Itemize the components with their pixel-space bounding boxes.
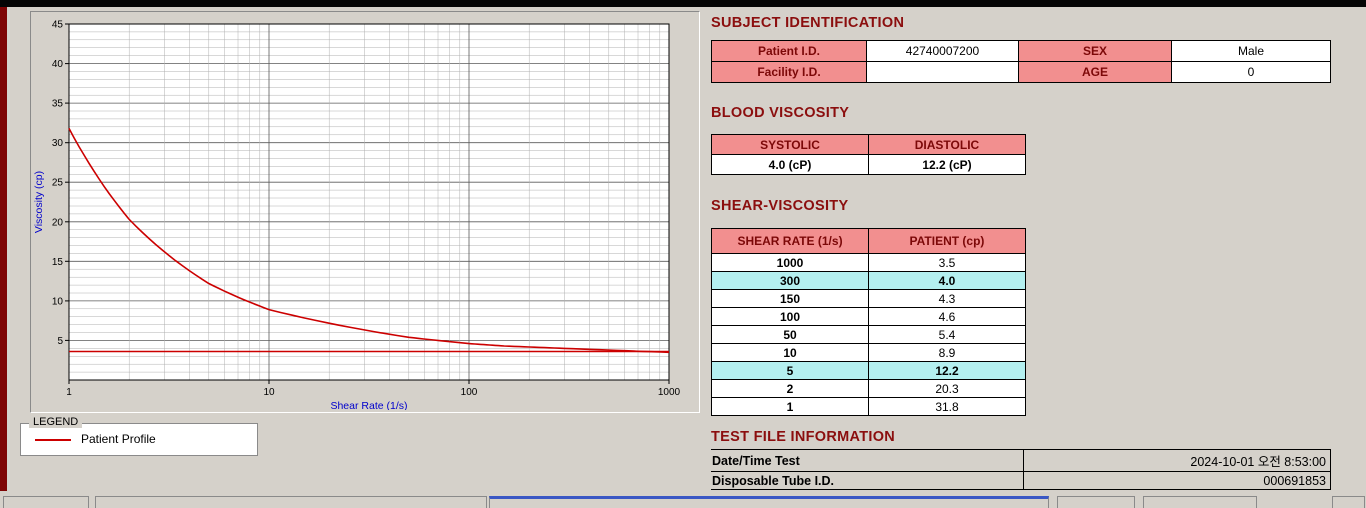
table-row: 4.0 (cP) 12.2 (cP) xyxy=(711,154,1026,175)
shear-rate-cell: 300 xyxy=(711,271,869,290)
systolic-header: SYSTOLIC xyxy=(711,134,869,155)
shear-row: 1000 3.5 xyxy=(711,253,1026,272)
bottom-cropped-widget-2[interactable] xyxy=(95,496,487,508)
viscosity-chart-panel: 5 10 15 20 25 30 35 40 45 1 10 100 1000 Shear Rate (1… xyxy=(30,11,700,413)
facility-id-label: Facility I.D. xyxy=(711,61,867,83)
svg-text:35: 35 xyxy=(52,99,64,110)
shear-rate-cell: 2 xyxy=(711,379,869,398)
shear-row: 50 5.4 xyxy=(711,325,1026,344)
patient-cp-cell: 3.5 xyxy=(868,253,1026,272)
patient-cp-cell: 12.2 xyxy=(868,361,1026,380)
patient-cp-cell: 4.0 xyxy=(868,271,1026,290)
facility-id-value xyxy=(866,61,1019,83)
legend-box: LEGEND Patient Profile xyxy=(20,416,258,456)
shear-row: 100 4.6 xyxy=(711,307,1026,326)
shear-rate-cell: 100 xyxy=(711,307,869,326)
legend-caption: LEGEND xyxy=(29,416,83,428)
systolic-value: 4.0 (cP) xyxy=(711,154,869,175)
shear-table-body: 1000 3.5 300 4.0 150 4.3 100 4.6 50 5.4 10 8.9 5 12.2… xyxy=(711,253,1026,416)
svg-text:1000: 1000 xyxy=(658,387,681,398)
blood-viscosity-heading: BLOOD VISCOSITY xyxy=(711,105,850,121)
patient-cp-cell: 5.4 xyxy=(868,325,1026,344)
svg-text:5: 5 xyxy=(57,336,63,347)
shear-rate-cell: 1 xyxy=(711,397,869,416)
patient-id-label: Patient I.D. xyxy=(711,40,867,62)
patient-profile-line-sample xyxy=(35,439,71,441)
viscosity-chart-svg: 5 10 15 20 25 30 35 40 45 1 10 100 1000 Shear Rate (1… xyxy=(33,20,681,413)
shear-viscosity-heading: SHEAR-VISCOSITY xyxy=(711,198,849,214)
shear-row: 300 4.0 xyxy=(711,271,1026,290)
shear-rate-cell: 5 xyxy=(711,361,869,380)
svg-text:20: 20 xyxy=(52,217,64,228)
subject-identification-table: Patient I.D. 42740007200 SEX Male Facili… xyxy=(711,40,1331,83)
sex-label: SEX xyxy=(1018,40,1172,62)
svg-text:25: 25 xyxy=(52,178,64,189)
sex-value: Male xyxy=(1171,40,1331,62)
shear-rate-cell: 10 xyxy=(711,343,869,362)
shear-viscosity-table: SHEAR RATE (1/s) PATIENT (cp) 1000 3.5 300… xyxy=(711,228,1026,416)
date-time-test-value: 2024-10-01 오전 8:53:00 xyxy=(1023,449,1331,472)
viscosity-chart: 5 10 15 20 25 30 35 40 45 1 10 100 1000 Shear Rate (1… xyxy=(31,12,699,415)
svg-text:40: 40 xyxy=(52,59,64,70)
left-accent-strip xyxy=(0,7,7,491)
patient-cp-header: PATIENT (cp) xyxy=(868,228,1026,254)
bottom-cropped-widget-3[interactable] xyxy=(489,496,1049,508)
patient-cp-cell: 20.3 xyxy=(868,379,1026,398)
disposable-tube-id-value: 000691853 xyxy=(1023,471,1331,490)
svg-text:15: 15 xyxy=(52,257,64,268)
diastolic-value: 12.2 (cP) xyxy=(868,154,1026,175)
blood-viscosity-table: SYSTOLIC DIASTOLIC 4.0 (cP) 12.2 (cP) xyxy=(711,134,1026,175)
table-row: Facility I.D. AGE 0 xyxy=(711,61,1331,83)
table-row: Patient I.D. 42740007200 SEX Male xyxy=(711,40,1331,62)
svg-text:Viscosity (cp): Viscosity (cp) xyxy=(33,171,45,233)
age-label: AGE xyxy=(1018,61,1172,83)
shear-rate-cell: 50 xyxy=(711,325,869,344)
test-file-information-table: Date/Time Test 2024-10-01 오전 8:53:00 Dis… xyxy=(711,449,1331,490)
diastolic-header: DIASTOLIC xyxy=(868,134,1026,155)
svg-text:30: 30 xyxy=(52,138,64,149)
svg-text:100: 100 xyxy=(461,387,478,398)
bottom-cropped-widget-5[interactable] xyxy=(1143,496,1257,508)
patient-cp-cell: 4.3 xyxy=(868,289,1026,308)
bottom-cropped-widget-1[interactable] xyxy=(3,496,89,508)
svg-text:10: 10 xyxy=(263,387,275,398)
shear-row: 2 20.3 xyxy=(711,379,1026,398)
bottom-cropped-widget-6[interactable] xyxy=(1332,496,1365,508)
shear-row: 150 4.3 xyxy=(711,289,1026,308)
shear-row: 1 31.8 xyxy=(711,397,1026,416)
table-row: Date/Time Test 2024-10-01 오전 8:53:00 xyxy=(711,449,1331,472)
table-row: SHEAR RATE (1/s) PATIENT (cp) xyxy=(711,228,1026,254)
svg-text:10: 10 xyxy=(52,296,64,307)
bottom-cropped-widget-4[interactable] xyxy=(1057,496,1135,508)
top-border-strip xyxy=(0,0,1366,7)
patient-cp-cell: 4.6 xyxy=(868,307,1026,326)
shear-rate-header: SHEAR RATE (1/s) xyxy=(711,228,869,254)
disposable-tube-id-label: Disposable Tube I.D. xyxy=(711,471,1024,490)
svg-text:Shear Rate (1/s): Shear Rate (1/s) xyxy=(330,400,407,410)
legend-series-label: Patient Profile xyxy=(81,432,156,446)
table-row: SYSTOLIC DIASTOLIC xyxy=(711,134,1026,155)
test-file-information-heading: TEST FILE INFORMATION xyxy=(711,429,896,445)
age-value: 0 xyxy=(1171,61,1331,83)
shear-row: 10 8.9 xyxy=(711,343,1026,362)
shear-rate-cell: 1000 xyxy=(711,253,869,272)
patient-id-value: 42740007200 xyxy=(866,40,1019,62)
date-time-test-label: Date/Time Test xyxy=(711,449,1024,472)
patient-cp-cell: 31.8 xyxy=(868,397,1026,416)
svg-text:1: 1 xyxy=(66,387,72,398)
svg-text:45: 45 xyxy=(52,20,64,31)
shear-row: 5 12.2 xyxy=(711,361,1026,380)
shear-rate-cell: 150 xyxy=(711,289,869,308)
subject-identification-heading: SUBJECT IDENTIFICATION xyxy=(711,15,905,31)
patient-cp-cell: 8.9 xyxy=(868,343,1026,362)
table-row: Disposable Tube I.D. 000691853 xyxy=(711,471,1331,490)
